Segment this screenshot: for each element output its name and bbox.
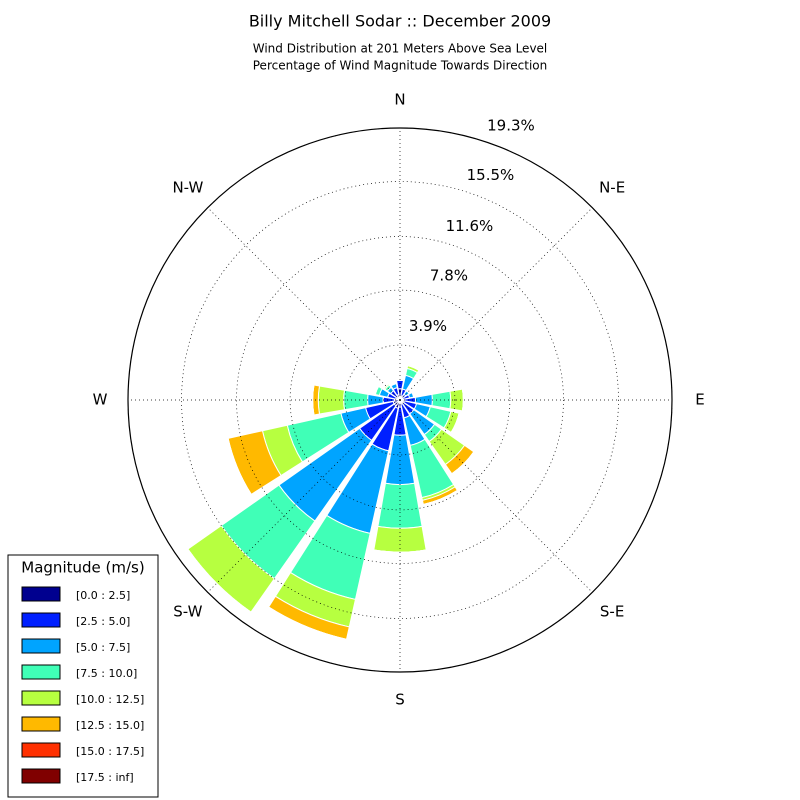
r-tick-label: 3.9% — [409, 317, 447, 335]
legend-swatch — [21, 664, 61, 680]
wind-bar — [377, 482, 423, 529]
grid-spoke — [399, 399, 593, 593]
wind-bar — [406, 390, 410, 394]
wind-bar — [187, 548, 252, 613]
legend-label: [5.0 : 7.5] — [76, 641, 130, 654]
r-tick-label: 11.6% — [446, 217, 494, 235]
legend-title: Magnitude (m/s) — [21, 559, 144, 577]
grid-spoke — [207, 399, 401, 593]
r-tick-label: 15.5% — [467, 166, 515, 184]
legend-swatch — [21, 716, 61, 732]
grid-spoke — [399, 207, 593, 401]
legend-label: [0.0 : 2.5] — [76, 589, 130, 602]
direction-label: W — [93, 391, 108, 409]
legend-label: [17.5 : inf] — [76, 771, 134, 784]
legend-label: [7.5 : 10.0] — [76, 667, 137, 680]
grid-circle — [181, 181, 619, 619]
wind-bar — [431, 390, 452, 410]
grid-circle — [289, 289, 511, 511]
legend-label: [15.0 : 17.5] — [76, 745, 144, 758]
direction-label: N-E — [599, 178, 625, 196]
r-tick-label: 19.3% — [487, 117, 535, 135]
legend-swatch — [21, 690, 61, 706]
direction-label: N — [394, 91, 405, 109]
legend-label: [10.0 : 12.5] — [76, 693, 144, 706]
legend-label: [12.5 : 15.0] — [76, 719, 144, 732]
legend-swatch — [21, 586, 61, 602]
r-tick-label: 7.8% — [430, 266, 468, 284]
wind-bar — [423, 490, 458, 506]
chart-subtitle: Wind Distribution at 201 Meters Above Se… — [253, 42, 548, 56]
legend-label: [2.5 : 5.0] — [76, 615, 130, 628]
wind-bar — [451, 451, 475, 475]
chart-subtitle: Percentage of Wind Magnitude Towards Dir… — [253, 59, 547, 73]
legend-swatch — [21, 612, 61, 628]
legend-swatch — [21, 768, 61, 784]
legend-swatch — [21, 742, 61, 758]
legend-swatch — [21, 638, 61, 654]
chart-title: Billy Mitchell Sodar :: December 2009 — [249, 12, 551, 31]
direction-label: E — [695, 391, 704, 409]
polar-frame — [127, 127, 673, 673]
direction-label: S — [395, 691, 405, 709]
grid-spoke — [207, 207, 401, 401]
direction-label: S-E — [600, 603, 624, 621]
grid-circle — [344, 344, 456, 456]
direction-label: N-W — [172, 178, 203, 196]
direction-label: S-W — [173, 603, 202, 621]
grid-circle — [236, 236, 564, 564]
